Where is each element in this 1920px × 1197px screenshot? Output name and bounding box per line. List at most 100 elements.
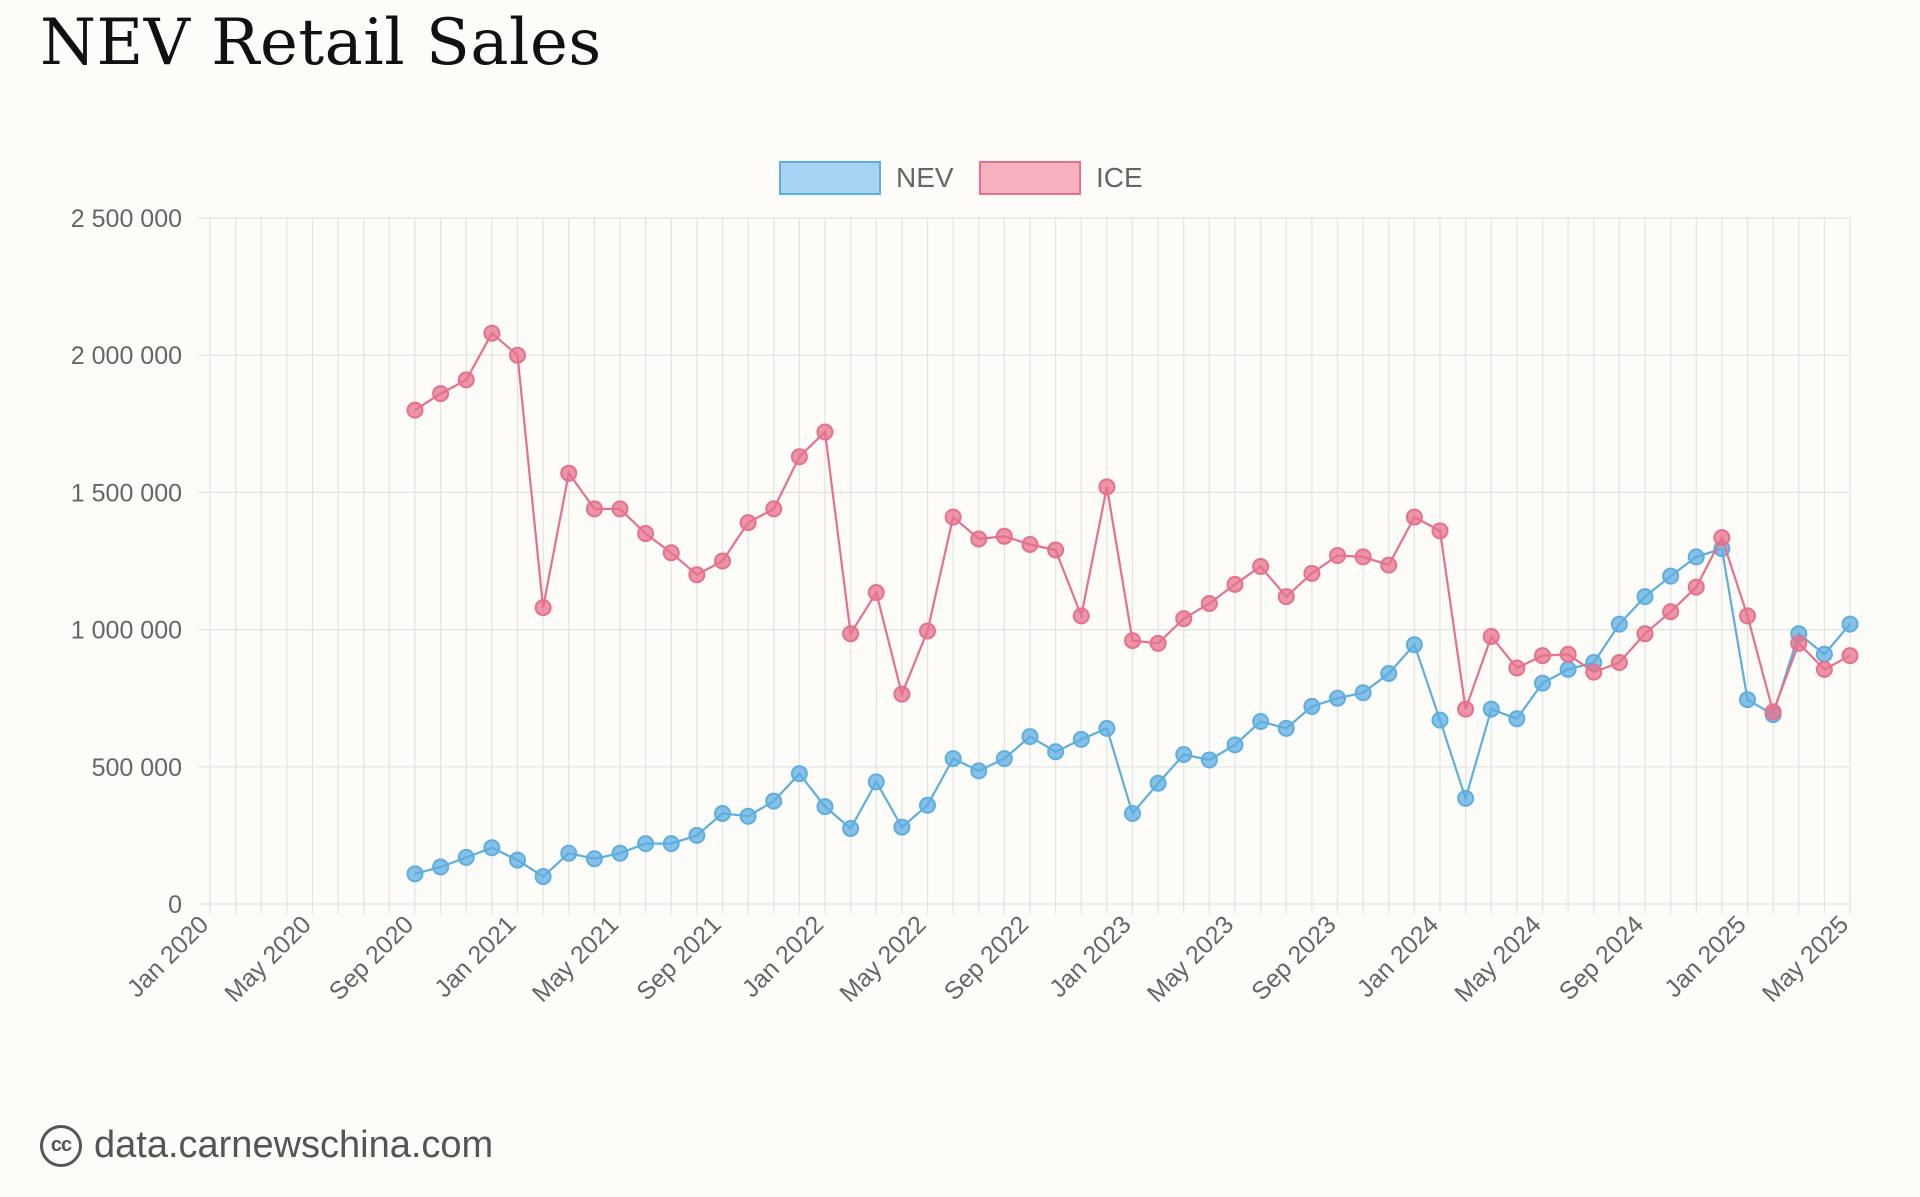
data-point-nev <box>1303 697 1321 715</box>
data-point-nev <box>1687 548 1705 566</box>
data-point-nev <box>1431 711 1449 729</box>
data-point-ice <box>842 625 860 643</box>
data-point-nev <box>1072 730 1090 748</box>
data-point-ice <box>1841 647 1859 665</box>
data-point-ice <box>1764 703 1782 721</box>
data-point-ice <box>637 525 655 543</box>
data-point-ice <box>790 448 808 466</box>
data-point-ice <box>1713 529 1731 547</box>
data-point-nev <box>637 835 655 853</box>
data-point-ice <box>714 552 731 570</box>
data-point-nev <box>432 858 450 876</box>
data-point-ice <box>1021 536 1039 554</box>
data-point-ice <box>1405 508 1423 526</box>
data-point-nev <box>560 844 578 862</box>
x-tick-label: Jan 2024 <box>1352 910 1445 1003</box>
x-tick-label: Sep 2024 <box>1554 910 1650 1006</box>
data-point-nev <box>1739 691 1756 709</box>
data-point-ice <box>1431 522 1449 540</box>
data-point-ice <box>688 566 706 584</box>
page-title: NEV Retail Sales <box>40 6 602 80</box>
data-point-nev <box>919 796 936 814</box>
data-point-nev <box>867 773 885 791</box>
data-point-ice <box>662 544 680 562</box>
data-point-nev <box>1175 745 1193 763</box>
data-point-ice <box>970 530 988 548</box>
data-point-ice <box>1508 659 1526 677</box>
data-point-ice <box>1047 541 1065 559</box>
data-point-nev <box>1354 684 1372 702</box>
data-point-nev <box>893 818 911 836</box>
data-point-nev <box>1047 743 1065 761</box>
data-point-ice <box>1790 634 1808 652</box>
x-tick-label: May 2025 <box>1757 910 1854 1007</box>
data-point-ice <box>1380 556 1398 574</box>
data-point-ice <box>1124 632 1141 650</box>
data-point-ice <box>1329 547 1346 565</box>
data-point-nev <box>842 820 860 838</box>
x-tick-label: Jan 2022 <box>737 910 830 1003</box>
data-point-ice <box>995 527 1013 545</box>
data-point-ice <box>1252 557 1270 575</box>
legend-label-nev: NEV <box>896 162 954 193</box>
data-point-ice <box>1149 634 1167 652</box>
data-point-ice <box>432 385 450 403</box>
data-point-ice <box>919 622 936 640</box>
data-point-ice <box>867 584 885 602</box>
data-point-nev <box>1662 567 1680 585</box>
data-point-ice <box>1200 595 1218 613</box>
data-point-ice <box>1175 610 1193 628</box>
data-point-nev <box>995 750 1013 768</box>
data-point-ice <box>1098 478 1116 496</box>
data-point-nev <box>1636 588 1654 606</box>
data-point-nev <box>1405 636 1423 654</box>
data-point-ice <box>1739 607 1756 625</box>
data-point-nev <box>1021 728 1039 746</box>
data-point-nev <box>688 826 706 844</box>
y-tick-label: 2 000 000 <box>71 342 182 370</box>
data-point-ice <box>1610 654 1628 672</box>
data-point-ice <box>1559 645 1577 663</box>
data-point-nev <box>1226 736 1244 754</box>
data-point-nev <box>1482 700 1500 718</box>
source-text: data.carnewschina.com <box>94 1124 494 1166</box>
data-point-ice <box>816 423 834 441</box>
data-point-ice <box>1277 588 1295 606</box>
legend-label-ice: ICE <box>1096 162 1143 193</box>
data-point-nev <box>1277 719 1295 737</box>
x-tick-label: Jan 2020 <box>122 910 215 1003</box>
y-tick-label: 2 500 000 <box>71 205 182 233</box>
x-tick-label: May 2022 <box>834 910 931 1007</box>
y-tick-label: 500 000 <box>92 754 182 782</box>
legend-swatch-nev <box>779 161 881 195</box>
data-point-nev <box>944 750 962 768</box>
data-point-ice <box>1687 578 1705 596</box>
data-point-nev <box>816 798 834 816</box>
x-tick-label: May 2020 <box>219 910 316 1007</box>
x-tick-label: Sep 2022 <box>939 910 1034 1005</box>
data-point-ice <box>1457 700 1475 718</box>
data-point-ice <box>457 371 475 389</box>
data-point-nev <box>714 804 731 822</box>
data-point-ice <box>739 514 757 532</box>
data-point-nev <box>1508 710 1526 728</box>
data-point-ice <box>1482 627 1500 645</box>
data-point-ice <box>1636 625 1654 643</box>
data-point-ice <box>1534 647 1551 665</box>
data-point-ice <box>611 500 629 518</box>
x-tick-label: Sep 2021 <box>631 910 726 1005</box>
data-point-nev <box>739 807 757 825</box>
x-tick-label: Sep 2020 <box>324 910 419 1005</box>
data-point-nev <box>765 792 783 810</box>
data-point-ice <box>1226 575 1244 593</box>
y-tick-label: 1 000 000 <box>71 617 182 645</box>
data-point-nev <box>406 865 424 883</box>
data-point-nev <box>1841 615 1859 633</box>
data-point-nev <box>1200 751 1218 769</box>
data-point-nev <box>509 851 526 869</box>
legend-swatch-ice <box>979 161 1081 195</box>
data-point-ice <box>1354 548 1372 566</box>
data-point-nev <box>457 848 475 866</box>
data-point-nev <box>483 839 501 857</box>
